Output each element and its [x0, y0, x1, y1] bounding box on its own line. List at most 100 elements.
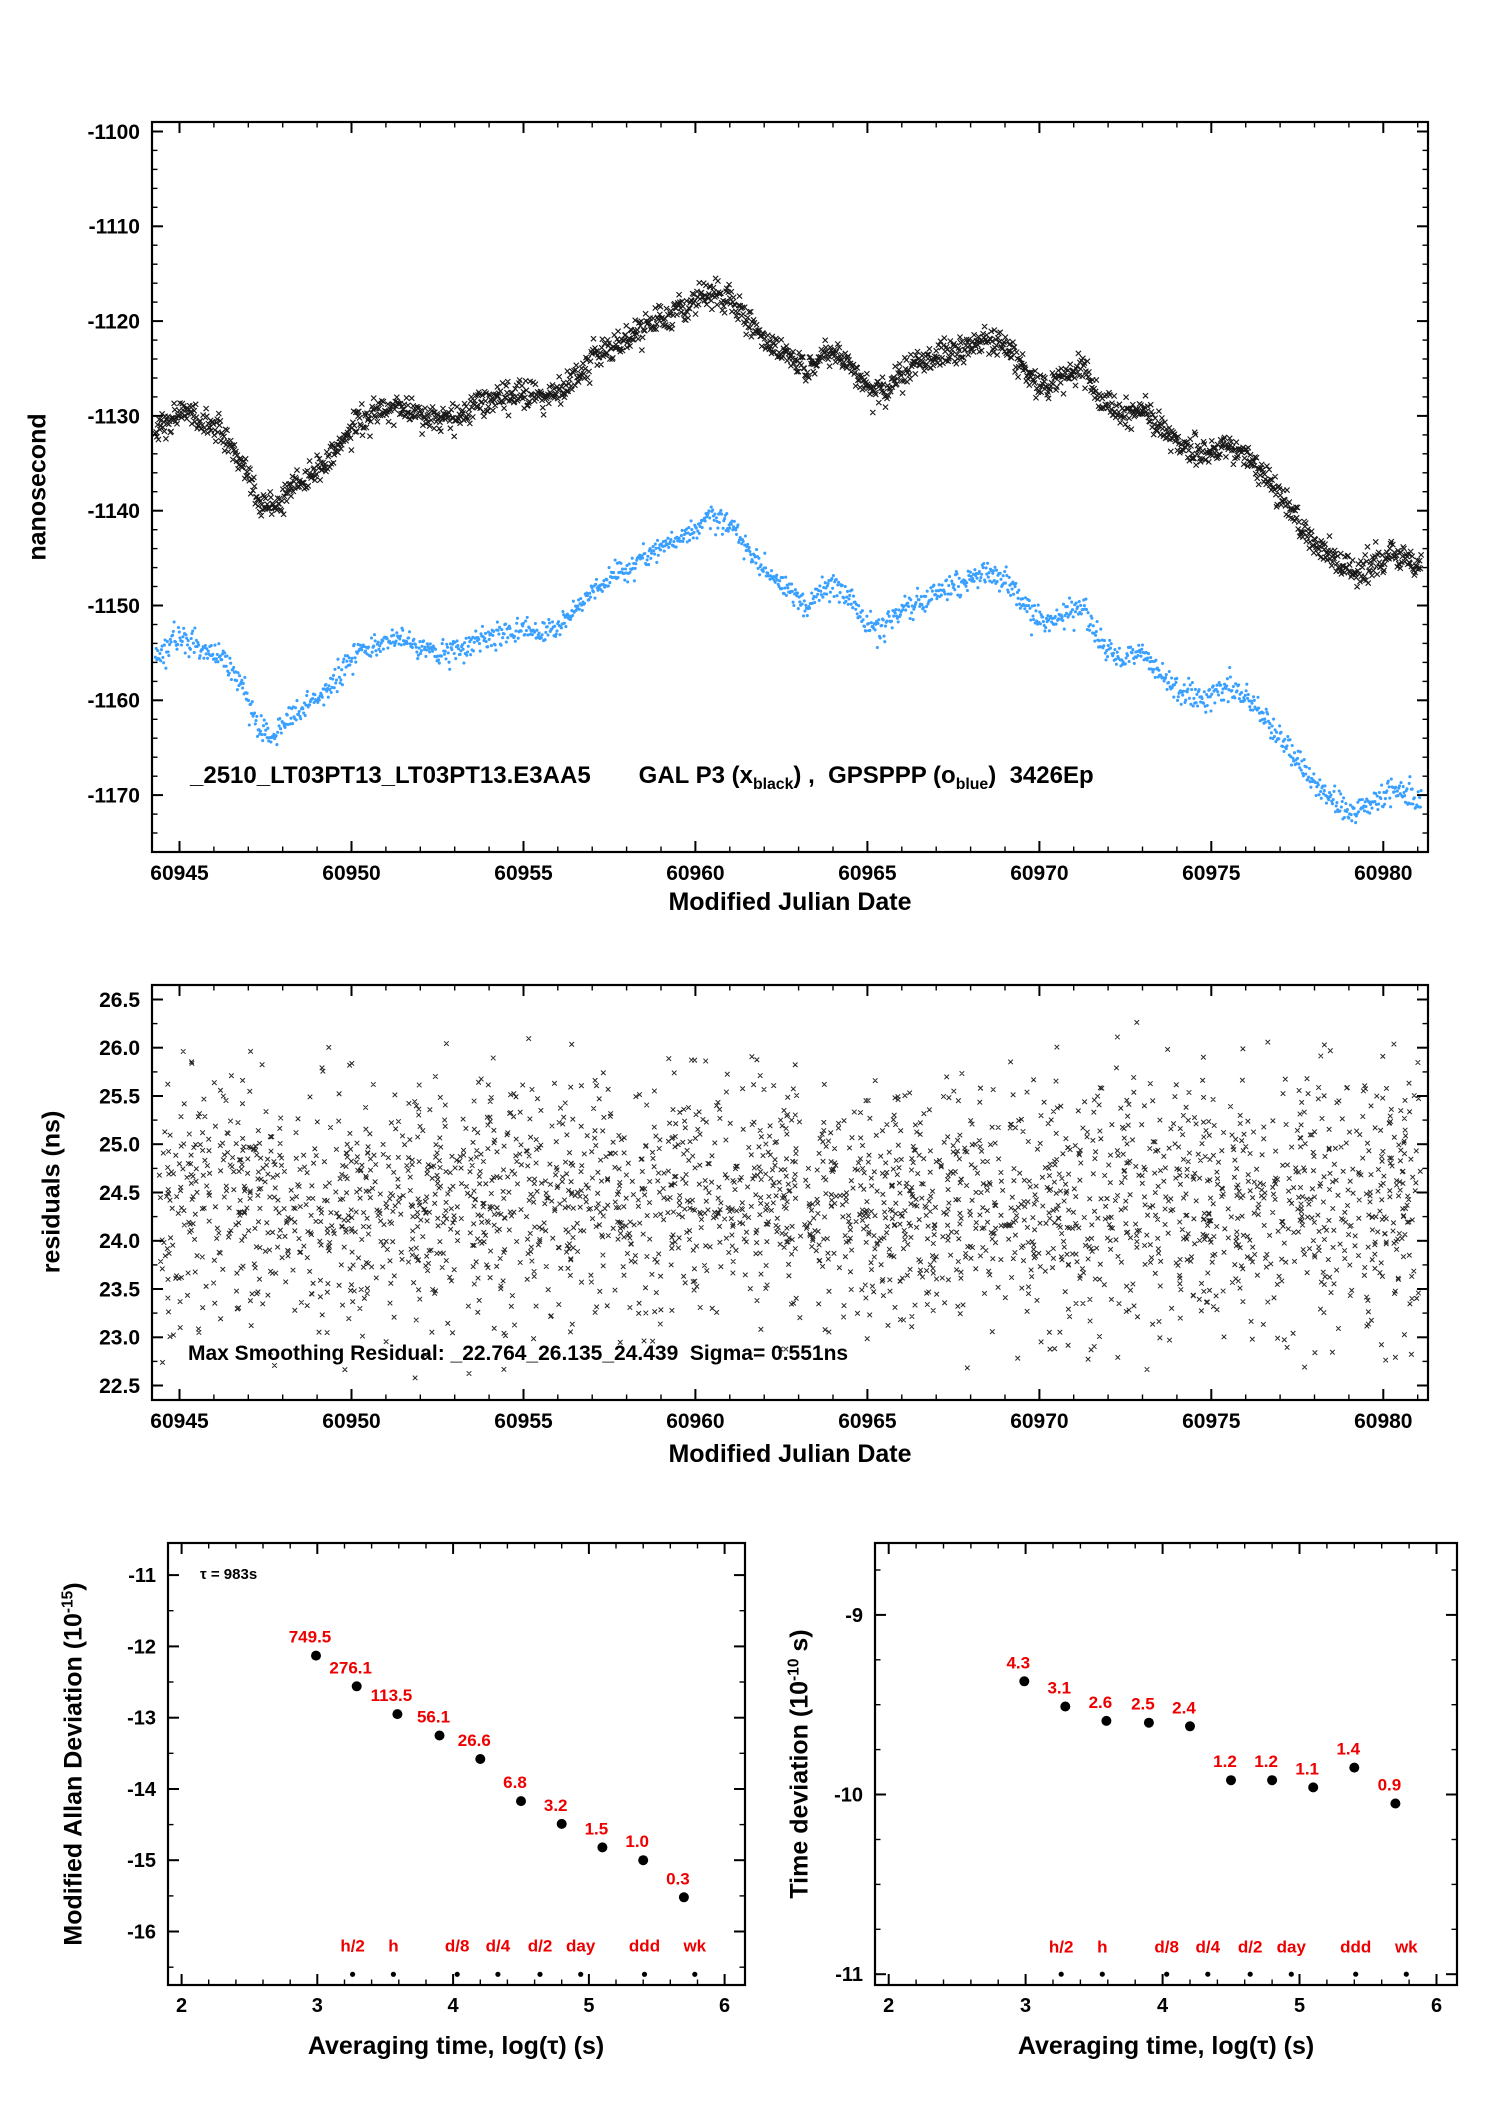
top-annotation-id: _2510_LT03PT13_LT03PT13.E3AA5 — [190, 762, 591, 789]
svg-text:60980: 60980 — [1354, 1410, 1412, 1433]
time-deviation-point — [1390, 1798, 1401, 1809]
svg-text:60970: 60970 — [1010, 862, 1068, 885]
mdev-ylabel-sup: -15 — [59, 1590, 77, 1614]
time-mark-label: d/8 — [445, 1937, 470, 1956]
modified-allan-deviation-point-label: 276.1 — [329, 1658, 372, 1677]
top-annotation-sub-black: black — [752, 775, 794, 793]
time-mark-dot — [495, 1971, 501, 1977]
svg-text:5: 5 — [1294, 1995, 1305, 2017]
mdev-ylabel: Modified Allan Deviation (10-15) — [59, 1582, 88, 1945]
mdev-ylabel-post: ) — [59, 1582, 88, 1591]
svg-text:60960: 60960 — [666, 862, 724, 885]
svg-text:2: 2 — [176, 1995, 187, 2017]
time-mark-dot — [1288, 1971, 1294, 1977]
time-mark-label: wk — [1394, 1938, 1418, 1957]
time-mark-dot — [454, 1971, 460, 1977]
svg-text:-1120: -1120 — [87, 310, 140, 333]
time-mark-label: h — [1097, 1938, 1107, 1957]
svg-text:25.0: 25.0 — [99, 1134, 140, 1157]
modified-allan-deviation-points: 749.5 276.1 113.556.1 26.6 6.8 3.2 1.5 1.0 0.3 h/… — [289, 1628, 707, 1977]
svg-text:-1130: -1130 — [87, 405, 140, 428]
mdev-ylabel-pre: Modified Allan Deviation (10 — [59, 1613, 88, 1946]
svg-text:26.5: 26.5 — [99, 989, 140, 1012]
tdev-ylabel-sup: -10 — [785, 1658, 803, 1681]
tdev-ylabel: Time deviation (10-10 s) — [785, 1629, 814, 1898]
modified-allan-deviation-point-label: 6.8 — [503, 1773, 527, 1792]
modified-allan-deviation-point-label: 1.0 — [625, 1832, 649, 1851]
gal-p3-series — [152, 275, 1425, 590]
svg-text:-1140: -1140 — [87, 500, 140, 523]
time-mark-dot — [692, 1971, 698, 1977]
time-deviation-point — [1143, 1717, 1154, 1728]
modified-allan-deviation-point — [311, 1650, 321, 1661]
svg-text:-11: -11 — [128, 1565, 156, 1587]
svg-text:23.5: 23.5 — [99, 1278, 140, 1301]
time-deviation-point — [1349, 1762, 1360, 1773]
svg-text:60975: 60975 — [1182, 1410, 1241, 1433]
svg-text:60955: 60955 — [494, 1410, 553, 1433]
time-mark-dot — [390, 1971, 396, 1977]
time-deviation-point-label: 1.2 — [1213, 1752, 1237, 1771]
time-deviation-point — [1226, 1775, 1236, 1786]
svg-text:60965: 60965 — [838, 862, 897, 885]
svg-text:60945: 60945 — [150, 1410, 209, 1433]
top-annotation-epochs: ) 3426Ep — [988, 762, 1094, 789]
time-deviation-point-label: 1.2 — [1254, 1752, 1278, 1771]
tau-annotation: τ = 983s — [200, 1566, 258, 1583]
modified-allan-deviation-point — [516, 1796, 526, 1807]
svg-text:60970: 60970 — [1010, 1410, 1068, 1433]
svg-text:-1110: -1110 — [89, 216, 140, 239]
svg-text:-15: -15 — [127, 1850, 156, 1872]
modified-allan-deviation-point — [678, 1892, 689, 1903]
time-mark-dot — [1099, 1971, 1105, 1977]
modified-allan-deviation-point — [351, 1681, 362, 1692]
time-mark-dot — [1205, 1971, 1211, 1977]
svg-text:26.0: 26.0 — [99, 1037, 140, 1060]
time-deviation-point — [1101, 1715, 1112, 1726]
smoothing-residuals-axes: 60945 60950 60955 60960 60965 60970 60975 60980… — [99, 983, 1430, 1433]
residuals-ylabel: residuals (ns) — [37, 1110, 66, 1274]
time-mark-label: h — [388, 1937, 398, 1956]
svg-text:6: 6 — [719, 1995, 730, 2017]
time-deviation-point-label: 3.1 — [1047, 1679, 1071, 1698]
residuals-series — [156, 1019, 1423, 1381]
svg-text:60945: 60945 — [150, 862, 209, 885]
residuals-annotation: Max Smoothing Residual: _22.764_26.135_2… — [188, 1342, 849, 1365]
modified-allan-deviation-point-label: 0.3 — [666, 1869, 690, 1888]
svg-text:60950: 60950 — [322, 1410, 380, 1433]
svg-text:-12: -12 — [127, 1636, 156, 1658]
modified-allan-deviation-point — [597, 1842, 608, 1853]
time-mark-dot — [350, 1971, 356, 1977]
modified-allan-deviation-point-label: 113.5 — [371, 1686, 413, 1705]
svg-text:4: 4 — [448, 1995, 460, 2017]
time-deviation-point-label: 2.4 — [1172, 1698, 1196, 1717]
time-mark-label: d/4 — [486, 1937, 511, 1956]
svg-text:6: 6 — [1431, 1995, 1442, 2017]
svg-text:24.5: 24.5 — [99, 1182, 140, 1205]
time-deviation-point-label: 2.5 — [1131, 1695, 1155, 1714]
svg-text:4: 4 — [1157, 1995, 1169, 2017]
time-mark-label: d/2 — [528, 1937, 553, 1956]
modified-allan-deviation-point-label: 26.6 — [458, 1731, 491, 1750]
time-mark-label: h/2 — [1049, 1938, 1074, 1957]
time-deviation-point — [1060, 1701, 1071, 1712]
tdev-xlabel: Averaging time, log(τ) (s) — [1017, 2032, 1315, 2060]
residuals-xlabel: Modified Julian Date — [668, 1440, 912, 1468]
time-deviation-point — [1267, 1775, 1278, 1786]
time-deviation-point-label: 1.1 — [1295, 1759, 1319, 1778]
modified-allan-deviation-point — [392, 1709, 403, 1720]
modified-allan-deviation-point — [638, 1855, 649, 1866]
svg-text:60950: 60950 — [322, 862, 380, 885]
time-mark-label: d/8 — [1154, 1938, 1179, 1957]
svg-text:-13: -13 — [127, 1708, 156, 1730]
time-deviation-points: 4.3 3.1 2.6 2.5 2.4 1.2 1.2 1.1 1.4 0.9 h/2 h d/8 d/4… — [1006, 1653, 1418, 1977]
time-mark-label: day — [1277, 1938, 1307, 1957]
time-deviation-point — [1185, 1721, 1195, 1732]
time-mark-dot — [1164, 1971, 1170, 1977]
svg-text:-9: -9 — [845, 1605, 863, 1627]
time-deviation-axes: 2 3 4 5 6 -9 -10 -11 — [834, 1541, 1459, 2017]
modified-allan-deviation-axes: 2 3 4 5 6 -11 -12 -13 -14 -15 -16 — [127, 1541, 747, 2017]
svg-text:-11: -11 — [835, 1964, 863, 1986]
time-mark-dot — [1058, 1971, 1064, 1977]
